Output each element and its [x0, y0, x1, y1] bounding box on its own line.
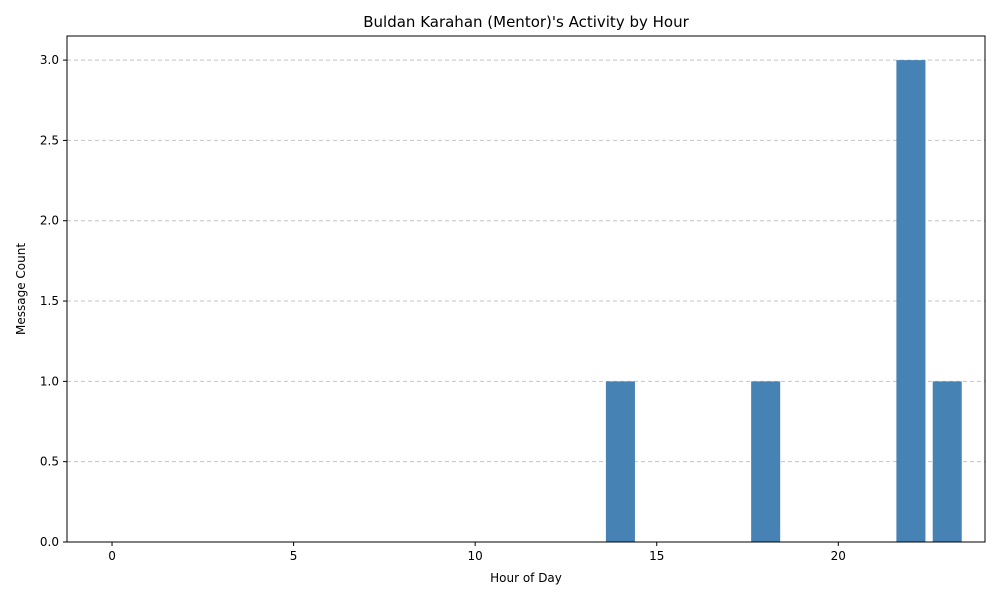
y-tick-label: 1.0 — [40, 374, 59, 388]
y-tick-label: 3.0 — [40, 53, 59, 67]
bar — [932, 381, 962, 542]
y-tick-label: 0.5 — [40, 455, 59, 469]
y-axis-label: Message Count — [14, 243, 28, 335]
x-tick-label: 15 — [649, 549, 664, 563]
x-tick-label: 10 — [468, 549, 483, 563]
x-axis-label: Hour of Day — [490, 571, 562, 585]
y-tick-label: 2.5 — [40, 133, 59, 147]
bars-layer — [605, 60, 962, 542]
x-tick-label: 20 — [831, 549, 846, 563]
x-tick-label: 0 — [108, 549, 116, 563]
bar — [896, 60, 926, 542]
y-tick-label: 1.5 — [40, 294, 59, 308]
bar — [605, 381, 635, 542]
grid-layer — [67, 59, 985, 463]
ticks-layer: 0 5 10 15 20 0.0 0.5 1.0 1.5 2.0 2.5 3.0 — [40, 53, 846, 563]
x-tick-label: 5 — [290, 549, 298, 563]
chart-title: Buldan Karahan (Mentor)'s Activity by Ho… — [363, 13, 689, 31]
axes-layer — [66, 35, 986, 543]
bar — [751, 381, 781, 542]
plot-frame — [66, 35, 986, 543]
y-tick-label: 0.0 — [40, 535, 59, 549]
y-tick-label: 2.0 — [40, 214, 59, 228]
